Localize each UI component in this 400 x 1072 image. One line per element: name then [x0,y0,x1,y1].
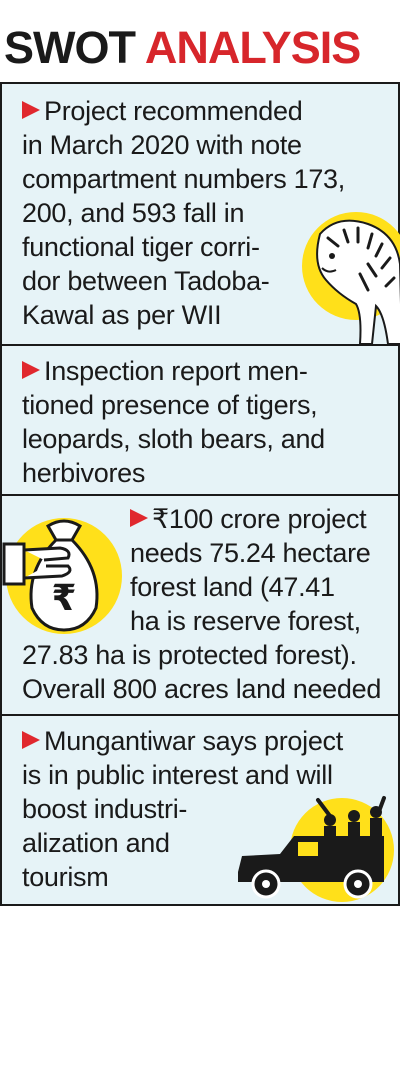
bullet-arrow-icon [22,101,40,119]
point-card-4: Mungantiwar says project is in public in… [0,714,400,906]
point-4-line-5: tourism [22,862,109,892]
point-4-line-1: Mungantiwar says project [44,726,343,756]
bullet-arrow-icon [130,509,148,527]
point-text-3: ₹100 crore project needs 75.24 hectare f… [22,502,381,706]
point-text-1: Project recommended in March 2020 with n… [22,94,345,332]
point-3-line-1: ₹100 crore project [152,504,367,534]
point-1-line-3: compartment numbers 173, [22,164,345,194]
svg-text:₹: ₹ [51,578,76,619]
point-2-line-4: herbivores [22,458,146,488]
point-card-3: ₹ ₹100 crore project needs 75.24 hectare… [0,494,400,714]
money-bag-icon: ₹ [2,518,122,634]
title-word-analysis: ANALYSIS [144,22,361,73]
tiger-illustration [302,212,400,344]
point-3-line-6: Overall 800 acres land needed [22,674,382,704]
point-1-line-5: functional tiger corri- [22,232,260,262]
jeep-safari-icon [238,796,394,902]
point-1-line-2: in March 2020 with note [22,130,302,160]
point-1-line-6: dor between Tadoba- [22,266,270,296]
point-4-line-2: is in public interest and will [22,760,333,790]
point-2-line-1: Inspection report men- [44,356,308,386]
title-word-swot: SWOT [4,22,136,73]
point-2-line-3: leopards, sloth bears, and [22,424,325,454]
point-1-line-1: Project recommended [44,96,303,126]
point-3-line-4: ha is reserve forest, [130,606,361,636]
page-title: SWOT ANALYSIS [0,20,400,76]
point-text-4: Mungantiwar says project is in public in… [22,724,343,894]
point-1-line-7: Kawal as per WII [22,300,222,330]
bullet-arrow-icon [22,731,40,749]
point-card-2: Inspection report men- tioned presence o… [0,344,400,494]
point-4-line-4: alization and [22,828,170,858]
point-4-line-3: boost industri- [22,794,188,824]
point-3-line-5: 27.83 ha is protected forest). [22,640,357,670]
bullet-arrow-icon [22,361,40,379]
point-text-2: Inspection report men- tioned presence o… [22,354,325,490]
point-3-line-2: needs 75.24 hectare [130,538,371,568]
point-3-line-3: forest land (47.41 [130,572,335,602]
point-1-line-4: 200, and 593 fall in [22,198,245,228]
point-2-line-2: tioned presence of tigers, [22,390,318,420]
point-card-1: Project recommended in March 2020 with n… [0,82,400,344]
